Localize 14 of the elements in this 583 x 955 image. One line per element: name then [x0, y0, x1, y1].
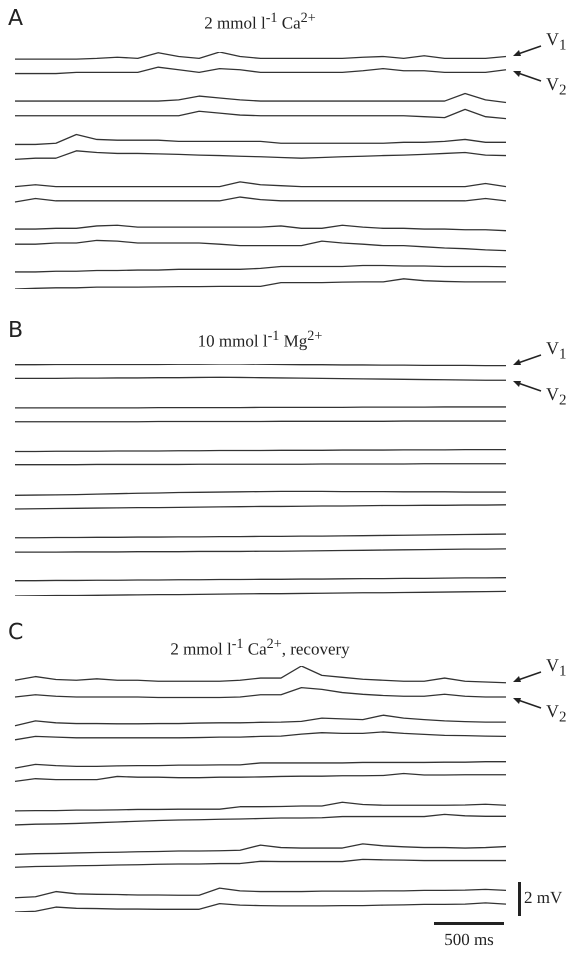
text: V$_{1}$	[546, 338, 566, 364]
text: V$_{1}$	[546, 654, 566, 680]
chart-title: 10 mmol l$^{-1}$ Mg$^{2+}$	[198, 328, 322, 351]
text: 2 mV	[524, 888, 562, 908]
chart-title: 2 mmol l$^{-1}$ Ca$^{2+}$, recovery	[170, 636, 350, 659]
text: A	[8, 6, 24, 31]
text: V$_{2}$	[546, 700, 566, 727]
text: B	[8, 318, 24, 343]
text: V$_{1}$	[546, 28, 566, 54]
text: 500 ms	[443, 930, 495, 950]
text: V$_{2}$	[546, 74, 566, 100]
text: V$_{2}$	[546, 384, 566, 410]
text: C	[8, 620, 24, 645]
chart-title: 2 mmol l$^{-1}$ Ca$^{2+}$	[204, 10, 316, 33]
